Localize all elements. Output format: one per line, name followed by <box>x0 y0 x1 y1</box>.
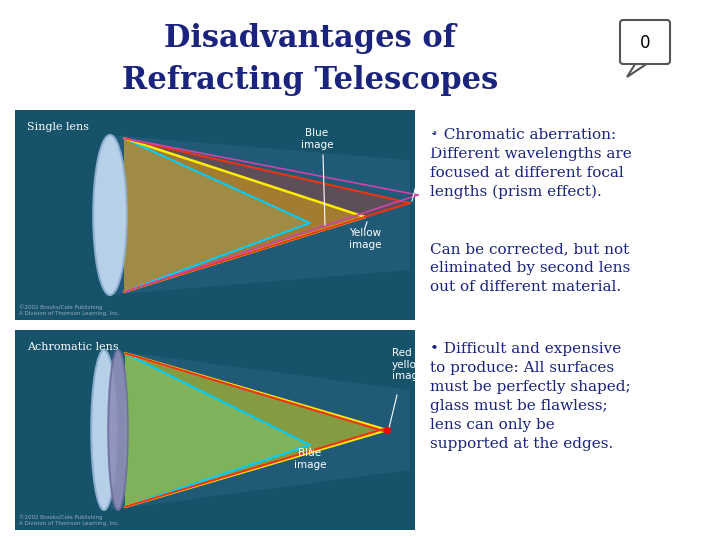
FancyBboxPatch shape <box>15 110 415 320</box>
Text: • Chromatic aberration:
Different wavelengths are
focused at different focal
len: • Chromatic aberration: Different wavele… <box>430 128 631 199</box>
Text: Disadvantages of: Disadvantages of <box>164 23 456 53</box>
Text: ©2002 Brooks/Cole Publishing
A Division of Thomson Learning, Inc.: ©2002 Brooks/Cole Publishing A Division … <box>19 305 120 316</box>
Ellipse shape <box>108 350 127 510</box>
Polygon shape <box>627 61 651 77</box>
Text: • Difficult and expensive
to produce: All surfaces
must be perfectly shaped;
gla: • Difficult and expensive to produce: Al… <box>430 342 631 451</box>
Text: Refracting Telescopes: Refracting Telescopes <box>122 64 498 96</box>
Polygon shape <box>125 353 387 507</box>
Text: Blue
image: Blue image <box>294 448 326 470</box>
Text: Red
image: Red image <box>415 128 449 150</box>
Polygon shape <box>124 138 410 292</box>
Text: Yellow
image: Yellow image <box>348 228 382 249</box>
Text: Achromatic lens: Achromatic lens <box>27 342 119 352</box>
Polygon shape <box>125 353 310 507</box>
Text: Red and
yellow
images: Red and yellow images <box>392 348 434 381</box>
Polygon shape <box>110 350 410 510</box>
Polygon shape <box>124 138 310 292</box>
Polygon shape <box>110 135 410 295</box>
FancyBboxPatch shape <box>15 330 415 530</box>
Ellipse shape <box>93 135 127 295</box>
Text: Can be corrected, but not
eliminated by second lens
out of different material.: Can be corrected, but not eliminated by … <box>430 242 630 294</box>
Ellipse shape <box>91 350 117 510</box>
FancyBboxPatch shape <box>620 20 670 64</box>
Polygon shape <box>124 138 365 292</box>
Text: Single lens: Single lens <box>27 122 89 132</box>
Text: 0: 0 <box>640 34 650 52</box>
Text: Blue
image: Blue image <box>301 128 333 150</box>
Text: ©2002 Brooks/Cole Publishing
A Division of Thomson Learning, Inc.: ©2002 Brooks/Cole Publishing A Division … <box>19 515 120 526</box>
